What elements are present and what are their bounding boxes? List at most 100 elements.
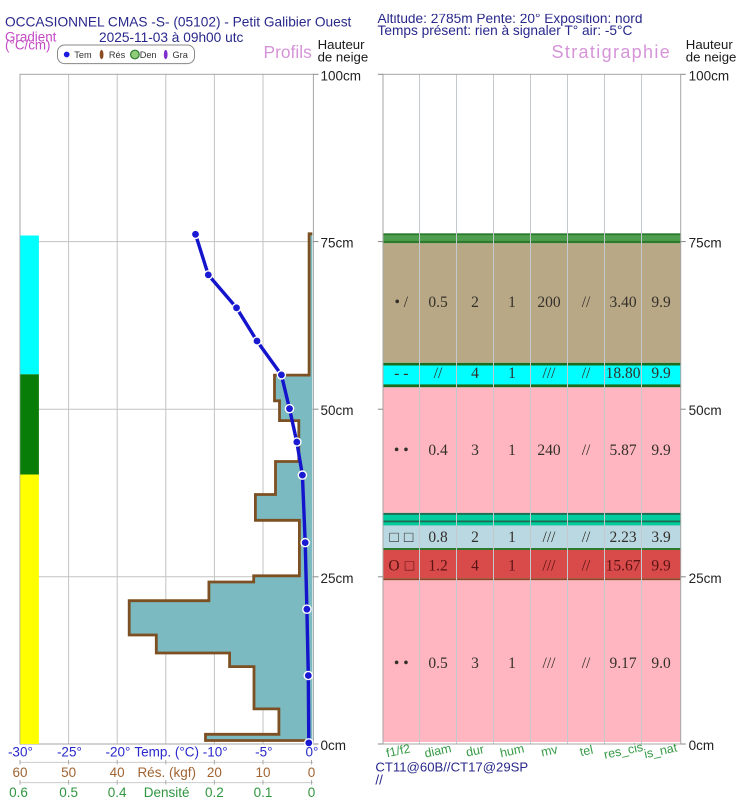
svg-text:25cm: 25cm [321, 571, 354, 586]
svg-text:Tem: Tem [74, 50, 92, 60]
svg-text:5.87: 5.87 [609, 442, 636, 459]
svg-text:9.17: 9.17 [609, 655, 636, 672]
svg-text:Temps présent: rien à signaler: Temps présent: rien à signaler T° air: -… [378, 23, 633, 38]
svg-text:CT11@60B//CT17@29SP: CT11@60B//CT17@29SP [375, 759, 528, 774]
svg-text:de neige: de neige [318, 49, 369, 64]
svg-text:0.4: 0.4 [428, 442, 448, 459]
svg-text:50cm: 50cm [689, 403, 722, 418]
svg-text://: // [582, 294, 591, 311]
svg-text:50: 50 [61, 765, 76, 780]
svg-text:75cm: 75cm [689, 236, 722, 251]
svg-text:(°C/cm): (°C/cm) [5, 37, 51, 52]
svg-text:□ □: □ □ [389, 529, 414, 546]
svg-text:0.6: 0.6 [9, 785, 28, 800]
svg-text:1: 1 [508, 294, 516, 311]
svg-text:f1/f2: f1/f2 [385, 742, 412, 761]
svg-text:0.8: 0.8 [428, 529, 448, 546]
svg-text:• •: • • [394, 655, 409, 672]
svg-text://: // [582, 558, 591, 575]
svg-text:Gradient: Gradient [5, 29, 57, 44]
svg-text://: // [582, 442, 591, 459]
svg-text:dur: dur [465, 742, 486, 759]
svg-text:Den: Den [140, 50, 157, 60]
svg-text:15.67: 15.67 [606, 558, 641, 575]
svg-text:2: 2 [471, 294, 479, 311]
svg-text:1: 1 [508, 529, 516, 546]
svg-text:• /: • / [394, 294, 408, 311]
svg-text:Rés: Rés [109, 50, 126, 60]
svg-text:18.80: 18.80 [606, 365, 641, 382]
svg-text:is_nat: is_nat [643, 740, 679, 761]
svg-text:9.0: 9.0 [651, 655, 671, 672]
svg-text:hum: hum [499, 742, 526, 761]
svg-text:1: 1 [508, 558, 516, 575]
svg-text:20: 20 [207, 765, 222, 780]
svg-text:60: 60 [12, 765, 27, 780]
svg-text:100cm: 100cm [321, 68, 362, 83]
svg-text:0.2: 0.2 [205, 785, 224, 800]
svg-text:OCCASIONNEL CMAS -S- (05102) -: OCCASIONNEL CMAS -S- (05102) - Petit Gal… [5, 14, 352, 29]
svg-text://: // [582, 529, 591, 546]
svg-text:Rés. (kgf): Rés. (kgf) [137, 765, 196, 780]
svg-text:0°: 0° [306, 745, 319, 760]
svg-text:0cm: 0cm [689, 738, 715, 753]
svg-text:9.9: 9.9 [651, 294, 671, 311]
svg-text:200: 200 [537, 294, 561, 311]
svg-text:-10°: -10° [203, 745, 228, 760]
svg-text:///: /// [543, 529, 557, 546]
svg-text:-30°: -30° [8, 745, 33, 760]
svg-text:Stratigraphie: Stratigraphie [552, 42, 672, 62]
svg-text:Hauteur: Hauteur [686, 37, 734, 52]
svg-text:3.40: 3.40 [609, 294, 636, 311]
svg-text:25cm: 25cm [689, 571, 722, 586]
svg-text:10: 10 [255, 765, 270, 780]
svg-text:2.23: 2.23 [609, 529, 636, 546]
svg-text:1: 1 [508, 655, 516, 672]
svg-text:0.4: 0.4 [108, 785, 127, 800]
svg-text:3.9: 3.9 [651, 529, 671, 546]
svg-text:0: 0 [308, 785, 316, 800]
svg-text:9.9: 9.9 [651, 365, 671, 382]
svg-text:Profils: Profils [264, 42, 313, 62]
svg-text:0: 0 [308, 765, 316, 780]
svg-text:40: 40 [110, 765, 125, 780]
svg-text:4: 4 [471, 558, 479, 575]
svg-text:1.2: 1.2 [428, 558, 447, 575]
svg-text:diam: diam [423, 741, 452, 760]
svg-text:0.5: 0.5 [59, 785, 78, 800]
svg-text:- -: - - [394, 365, 408, 382]
svg-text:tel: tel [578, 743, 594, 759]
svg-text:100cm: 100cm [689, 68, 730, 83]
svg-text:de neige: de neige [686, 49, 737, 64]
svg-text:240: 240 [537, 442, 561, 459]
svg-text:-20°: -20° [106, 745, 131, 760]
svg-text:///: /// [543, 558, 557, 575]
svg-text:Gra: Gra [173, 50, 189, 60]
svg-text:2: 2 [471, 529, 479, 546]
svg-text:0.5: 0.5 [428, 294, 448, 311]
svg-text:3: 3 [471, 655, 479, 672]
svg-text://: // [582, 365, 591, 382]
svg-text:• •: • • [394, 442, 409, 459]
svg-text:res_cis: res_cis [603, 740, 645, 762]
svg-text:///: /// [543, 655, 557, 672]
svg-text:Densité: Densité [144, 785, 190, 800]
svg-text:Altitude: 2785m Pente: 20° Exp: Altitude: 2785m Pente: 20° Exposition: n… [378, 11, 643, 26]
svg-text:-5°: -5° [255, 745, 272, 760]
svg-text:-25°: -25° [57, 745, 82, 760]
svg-text:9.9: 9.9 [651, 442, 671, 459]
svg-text:2025-11-03 à 09h00 utc: 2025-11-03 à 09h00 utc [99, 30, 243, 45]
svg-text:Temp. (°C): Temp. (°C) [134, 745, 199, 760]
svg-text:75cm: 75cm [321, 236, 354, 251]
svg-text:0.1: 0.1 [254, 785, 273, 800]
svg-text:0cm: 0cm [321, 738, 347, 753]
svg-text:3: 3 [471, 442, 479, 459]
svg-text:9.9: 9.9 [651, 558, 671, 575]
svg-text://: // [375, 772, 383, 787]
svg-text:Hauteur: Hauteur [318, 37, 366, 52]
svg-text:4: 4 [471, 365, 479, 382]
svg-text:O □: O □ [388, 558, 414, 575]
svg-text:1: 1 [508, 365, 516, 382]
svg-text:50cm: 50cm [321, 403, 354, 418]
svg-text://: // [582, 655, 591, 672]
